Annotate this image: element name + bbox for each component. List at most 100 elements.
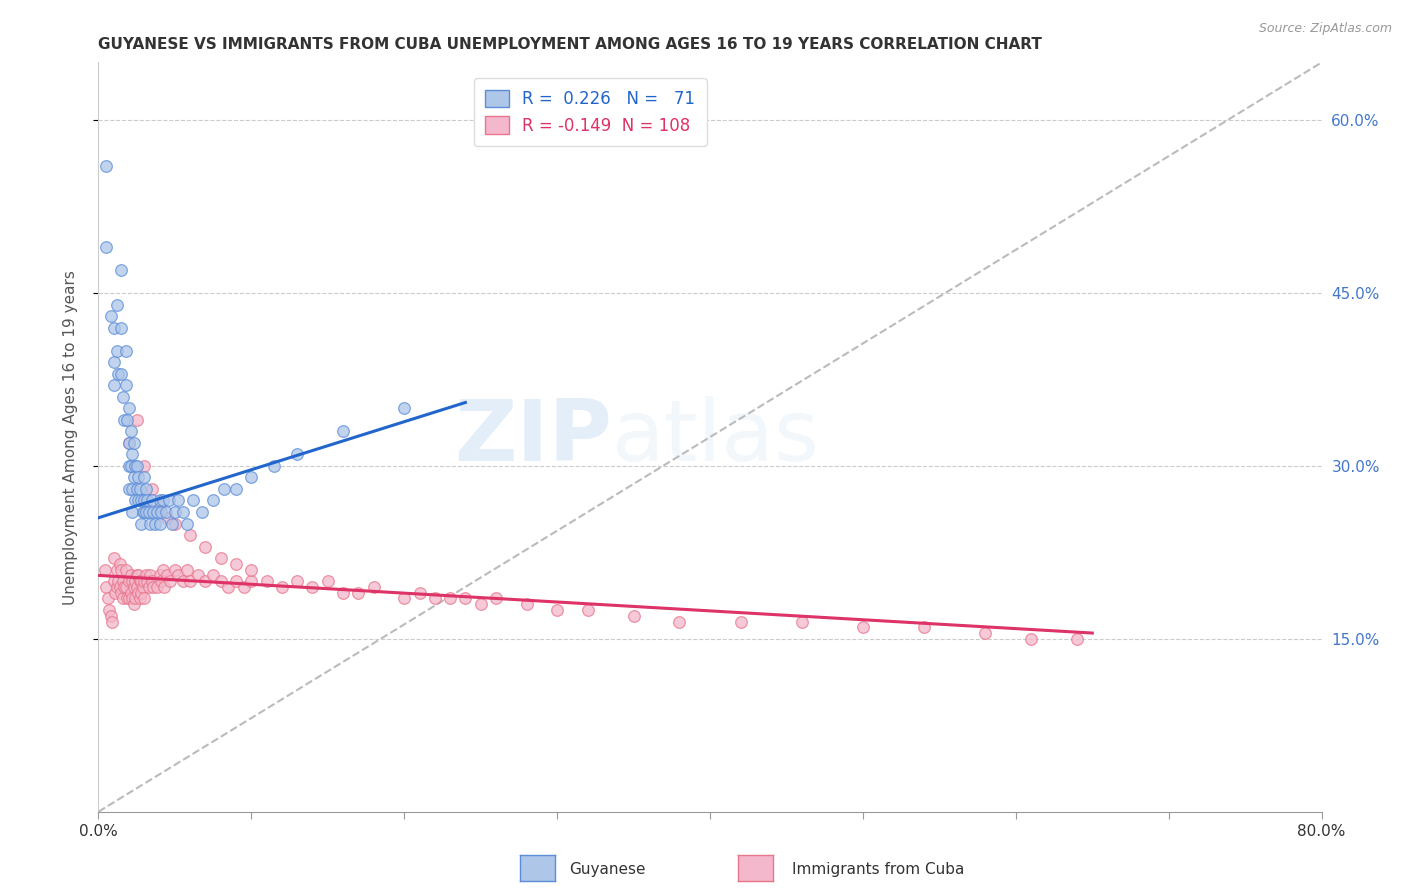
- Point: [149, 516, 172, 531]
- Point: [194, 540, 217, 554]
- Text: ZIP: ZIP: [454, 395, 612, 479]
- Point: [100, 309, 122, 323]
- Point: [134, 505, 156, 519]
- Point: [105, 563, 128, 577]
- Point: [149, 493, 172, 508]
- Point: [149, 500, 172, 514]
- Point: [135, 568, 157, 582]
- Point: [129, 574, 152, 589]
- Point: [159, 574, 181, 589]
- Point: [347, 585, 370, 599]
- Point: [103, 574, 125, 589]
- Point: [179, 528, 201, 542]
- Point: [110, 585, 132, 599]
- Point: [111, 591, 134, 606]
- Point: [111, 390, 134, 404]
- Point: [111, 574, 134, 589]
- Point: [134, 591, 156, 606]
- Point: [107, 574, 129, 589]
- Point: [128, 574, 150, 589]
- Point: [122, 435, 145, 450]
- Point: [157, 493, 180, 508]
- Point: [141, 574, 163, 589]
- Point: [107, 367, 129, 381]
- Point: [134, 493, 156, 508]
- Point: [470, 597, 492, 611]
- Point: [160, 516, 183, 531]
- Point: [730, 615, 752, 629]
- Text: atlas: atlas: [612, 395, 820, 479]
- Point: [135, 482, 157, 496]
- Point: [115, 580, 138, 594]
- Point: [136, 574, 159, 589]
- Point: [118, 435, 141, 450]
- Point: [121, 591, 143, 606]
- Point: [209, 551, 232, 566]
- Point: [225, 557, 247, 571]
- Point: [408, 585, 430, 599]
- Point: [124, 574, 146, 589]
- Point: [120, 458, 142, 473]
- Point: [120, 585, 142, 599]
- Point: [118, 482, 141, 496]
- Point: [125, 580, 148, 594]
- Point: [94, 159, 117, 173]
- Point: [127, 585, 149, 599]
- Point: [104, 585, 127, 599]
- Point: [118, 458, 141, 473]
- Point: [167, 568, 190, 582]
- Point: [363, 580, 385, 594]
- Point: [392, 591, 416, 606]
- Point: [134, 574, 156, 589]
- Point: [105, 580, 128, 594]
- Point: [163, 563, 186, 577]
- Point: [974, 626, 997, 640]
- Text: Guyanese: Guyanese: [569, 863, 645, 877]
- Point: [125, 568, 148, 582]
- Point: [454, 591, 477, 606]
- Point: [101, 615, 124, 629]
- Point: [1019, 632, 1042, 646]
- Point: [485, 591, 508, 606]
- Point: [103, 355, 125, 369]
- Point: [176, 516, 198, 531]
- Point: [142, 580, 165, 594]
- Point: [439, 591, 461, 606]
- Point: [142, 505, 165, 519]
- Point: [122, 597, 145, 611]
- Point: [576, 603, 599, 617]
- Point: [176, 563, 198, 577]
- Point: [156, 510, 179, 524]
- Point: [110, 367, 132, 381]
- Point: [217, 580, 239, 594]
- Point: [105, 297, 128, 311]
- Point: [150, 574, 173, 589]
- Text: Immigrants from Cuba: Immigrants from Cuba: [792, 863, 965, 877]
- Point: [270, 580, 292, 594]
- Point: [167, 493, 190, 508]
- Point: [145, 505, 167, 519]
- Point: [124, 591, 146, 606]
- Point: [93, 563, 115, 577]
- Point: [94, 240, 117, 254]
- Point: [285, 447, 308, 461]
- Point: [143, 516, 166, 531]
- Point: [115, 378, 138, 392]
- Text: Source: ZipAtlas.com: Source: ZipAtlas.com: [1258, 22, 1392, 36]
- Y-axis label: Unemployment Among Ages 16 to 19 years: Unemployment Among Ages 16 to 19 years: [63, 269, 77, 605]
- Point: [212, 482, 235, 496]
- Point: [163, 516, 186, 531]
- Point: [172, 574, 194, 589]
- Point: [118, 401, 141, 416]
- Point: [153, 580, 176, 594]
- Point: [128, 482, 150, 496]
- Point: [202, 568, 225, 582]
- Point: [132, 580, 155, 594]
- Point: [129, 516, 152, 531]
- Point: [103, 320, 125, 334]
- Point: [118, 574, 141, 589]
- Point: [852, 620, 875, 634]
- Point: [139, 568, 162, 582]
- Point: [127, 493, 149, 508]
- Point: [240, 574, 263, 589]
